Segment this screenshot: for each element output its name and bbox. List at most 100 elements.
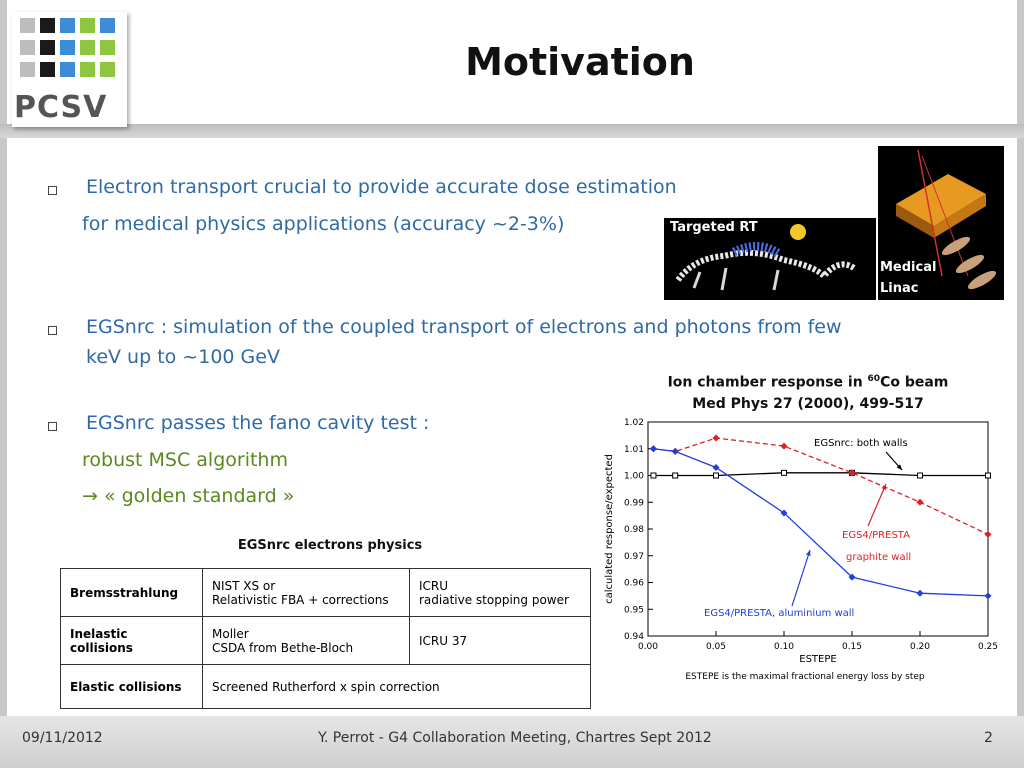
data-point (916, 498, 924, 506)
footer-date: 09/11/2012 (22, 730, 103, 746)
y-tick-label: 0.97 (624, 552, 644, 562)
y-tick-label: 0.95 (624, 605, 644, 615)
cell-line: NIST XS or (212, 578, 276, 593)
y-tick-label: 0.99 (624, 498, 644, 508)
annotation-graphite-wall: graphite wall (846, 552, 911, 563)
bullet-2-line-1: EGSnrc : simulation of the coupled trans… (86, 316, 842, 338)
x-tick-label: 0.10 (774, 642, 794, 652)
table-cell: Inelastic collisions (60, 616, 203, 665)
data-point (671, 447, 679, 455)
y-tick-label: 0.94 (624, 632, 644, 642)
y-tick-label: 0.96 (624, 579, 644, 589)
bullet-3-line-2: robust MSC algorithm (82, 449, 288, 471)
targeted-rt-label: Targeted RT (670, 220, 758, 235)
data-point (848, 469, 856, 477)
bullet-square-icon (48, 186, 57, 195)
bullet-square-icon (48, 326, 57, 335)
cell-line: radiative stopping power (419, 592, 569, 607)
logo-text: PCSV (14, 90, 108, 125)
data-point (712, 463, 720, 471)
linac-illustration (896, 149, 997, 290)
data-point (649, 445, 657, 453)
series-graphite-line (653, 437, 989, 535)
cell-line: Relativistic FBA + corrections (212, 592, 389, 607)
y-tick-label: 1.01 (624, 445, 644, 455)
page-number: 2 (984, 730, 993, 746)
ion-chamber-chart: 0.00 0.05 0.10 0.15 0.20 0.25 0.94 0.95 0.96 0.9… (604, 418, 998, 665)
data-point (916, 589, 924, 597)
data-point (780, 442, 788, 450)
x-axis-label: ESTEPE (799, 654, 836, 665)
data-point (984, 592, 992, 600)
bullet-1-line-2: for medical physics applications (accura… (82, 213, 565, 235)
footer-bar (0, 716, 1024, 768)
chart-caption-line-1: Ion chamber response in 60Co beam (618, 374, 998, 391)
cell-line: CSDA from Bethe-Bloch (212, 640, 354, 655)
arrow-head (896, 464, 902, 470)
series-egsnrc-line (653, 472, 988, 477)
annotation-egs4-presta: EGS4/PRESTA (842, 530, 910, 541)
series-aluminium-line (653, 448, 989, 597)
table-cell: NIST XS or Relativistic FBA + corrections (202, 568, 410, 617)
table-row: Bremsstrahlung NIST XS or Relativistic FB… (60, 568, 591, 617)
y-tick-label: 1.02 (624, 418, 644, 428)
mouse-skeleton-illustration (675, 224, 856, 291)
table-cell: ICRU 37 (409, 616, 591, 665)
annotation-aluminium-wall: EGS4/PRESTA, aluminium wall (704, 608, 854, 619)
plot-frame (647, 421, 989, 637)
data-point (917, 472, 923, 479)
arrow-head (881, 484, 886, 490)
y-tick-label: 0.98 (624, 525, 644, 535)
x-tick-label: 0.00 (638, 642, 658, 652)
data-point (984, 530, 992, 538)
table-cell: Moller CSDA from Bethe-Bloch (202, 616, 410, 665)
targeted-rt-image: Targeted RT (664, 218, 876, 300)
header-area (0, 0, 1024, 128)
table-row: Inelastic collisions Moller CSDA from Bet… (60, 616, 591, 665)
table-caption: EGSnrc electrons physics (237, 538, 423, 553)
pcsv-logo: PCSV (12, 12, 127, 127)
table-cell: ICRU radiative stopping power (409, 568, 591, 617)
data-point (781, 469, 787, 476)
bullet-square-icon (48, 422, 57, 431)
x-tick-label: 0.20 (910, 642, 930, 652)
annotation-arrow (791, 549, 811, 607)
y-tick-label: 1.00 (624, 472, 644, 482)
bullet-3-line-1: EGSnrc passes the fano cavity test : (86, 412, 430, 434)
table-cell: Elastic collisions (60, 664, 203, 709)
data-point (713, 472, 719, 479)
footer-title: Y. Perrot - G4 Collaboration Meeting, Ch… (318, 730, 712, 746)
medical-linac-image: Medical Linac (878, 146, 1004, 300)
caption-isotope: 60 (867, 374, 881, 384)
linac-label: Linac (880, 281, 919, 296)
bullet-2-line-2: keV up to ~100 GeV (86, 346, 280, 368)
annotation-egsnrc: EGSnrc: both walls (814, 438, 908, 449)
table-row: Elastic collisions Screened Rutherford x… (60, 664, 591, 709)
bullet-3-line-3: → « golden standard » (82, 485, 295, 507)
x-tick-label: 0.25 (978, 642, 998, 652)
table-cell: Bremsstrahlung (60, 568, 203, 617)
cell-line: Moller (212, 626, 249, 641)
header-divider (0, 124, 1024, 138)
data-point (650, 472, 657, 479)
cell-line: ICRU (419, 578, 449, 593)
x-tick-label: 0.05 (706, 642, 726, 652)
annotation-arrow (867, 483, 887, 527)
estepe-note: ESTEPE is the maximal fractional energy … (685, 672, 925, 682)
chart-caption-line-2: Med Phys 27 (2000), 499-517 (692, 396, 924, 412)
physics-table: Bremsstrahlung NIST XS or Relativistic FB… (60, 568, 591, 709)
data-point (672, 472, 679, 479)
slide-title: Motivation (465, 40, 695, 84)
bullet-1-line-1: Electron transport crucial to provide ac… (86, 176, 677, 198)
y-axis-label: calculated response/expected (604, 454, 615, 604)
data-point (985, 472, 991, 479)
table-cell: Screened Rutherford x spin correction (202, 664, 591, 709)
data-point (848, 573, 856, 581)
caption-prefix: Ion chamber response in (667, 374, 868, 391)
arrow-head (806, 550, 811, 556)
data-point (712, 434, 720, 442)
medical-label: Medical (880, 260, 937, 275)
caption-suffix: Co beam (880, 374, 949, 391)
x-tick-label: 0.15 (842, 642, 862, 652)
